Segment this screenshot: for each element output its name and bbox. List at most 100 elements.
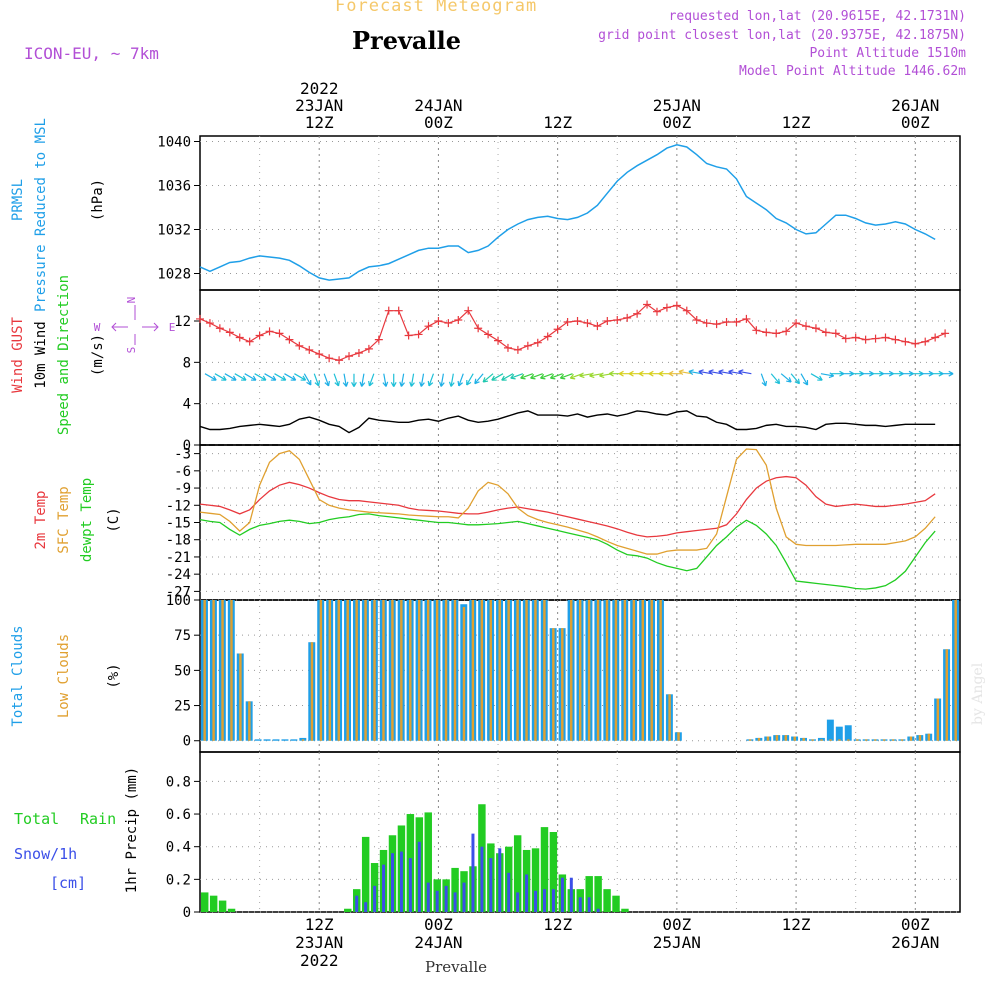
clouds-ytick-label: 0 xyxy=(183,734,191,750)
rain-bar xyxy=(344,908,352,912)
snow-bar xyxy=(516,892,520,912)
wind-arrow xyxy=(708,369,722,376)
gust-point xyxy=(851,333,860,342)
temperature-ytick-label: -15 xyxy=(166,516,191,532)
snow-bar xyxy=(390,853,394,912)
snow-bar xyxy=(551,889,555,912)
gust-point xyxy=(295,341,304,350)
cloud-low-bar xyxy=(775,735,779,741)
wind-arrow xyxy=(668,370,682,377)
top-time-label: 00Z xyxy=(424,113,453,132)
gust-point xyxy=(205,319,214,328)
gust-point xyxy=(811,324,820,333)
wind-arrow xyxy=(382,373,389,387)
cloud-low-bar xyxy=(802,737,805,741)
wind-arrow xyxy=(530,373,543,380)
rain-bar xyxy=(540,827,549,912)
cloud-low-bar xyxy=(605,600,609,741)
bottom-time-label: 00Z xyxy=(901,915,930,934)
bottom-time-label: 00Z xyxy=(662,915,691,934)
cloud-low-bar xyxy=(570,600,573,741)
cloud-low-bar xyxy=(310,642,314,741)
wind-arrow xyxy=(399,373,405,387)
top-time-label: 00Z xyxy=(901,113,930,132)
snow-bar xyxy=(569,877,573,912)
cloud-low-bar xyxy=(856,739,859,741)
gust-point xyxy=(305,345,314,354)
cloud-low-bar xyxy=(865,739,868,741)
wind-arrow xyxy=(427,373,435,387)
cloud-low-bar xyxy=(811,739,814,741)
top-time-label: 12Z xyxy=(782,113,811,132)
cloud-total-bar xyxy=(290,739,298,741)
precipitation-ytick-label: 0 xyxy=(183,905,191,921)
chart-title: Forecast Meteogram xyxy=(335,0,538,16)
gust-point xyxy=(941,329,950,338)
gust-point xyxy=(861,335,870,344)
wind-arrow xyxy=(466,373,474,386)
gust-point xyxy=(643,300,652,309)
gust-point xyxy=(881,333,890,342)
cloud-low-bar xyxy=(552,628,555,741)
cloud-low-bar xyxy=(373,600,376,741)
point-altitude: Point Altitude 1510m xyxy=(809,46,966,61)
snow-bar xyxy=(373,885,377,912)
wind-arrow xyxy=(359,373,366,387)
wind-arrow xyxy=(448,373,455,387)
wind-arrow xyxy=(351,373,357,387)
wind-arrow xyxy=(294,373,307,381)
wind-arrow xyxy=(457,373,464,387)
snow-bar xyxy=(498,848,502,912)
cloud-low-bar xyxy=(328,600,332,741)
snow-bar xyxy=(480,846,484,912)
wind-arrow xyxy=(303,373,312,386)
gust-point xyxy=(573,317,582,325)
gust-point xyxy=(821,328,830,337)
cloud-low-bar xyxy=(507,600,510,741)
gust-point xyxy=(802,322,811,331)
gust-point xyxy=(732,318,741,327)
wind-arrow xyxy=(323,373,330,387)
cloud-low-bar xyxy=(409,600,412,741)
clouds-axis-label: Total Clouds xyxy=(10,625,26,726)
wind-arrow xyxy=(800,373,809,386)
gust-point xyxy=(563,318,572,327)
cloud-low-bar xyxy=(614,600,618,741)
rain-bar xyxy=(612,895,620,912)
temperature-axis-label: dewpt Temp xyxy=(79,478,95,562)
wind-arrow xyxy=(549,373,563,380)
gust-point xyxy=(444,319,453,328)
cloud-low-bar xyxy=(355,600,358,741)
bottom-time-label: 25JAN xyxy=(653,933,701,952)
cloud-low-bar xyxy=(927,733,931,741)
top-time-label: 2022 xyxy=(300,79,339,98)
cloud-low-bar xyxy=(239,653,242,741)
gust-point xyxy=(503,343,512,352)
cloud-low-bar xyxy=(838,739,841,741)
wind-arrow xyxy=(780,373,792,383)
wind-arrow xyxy=(540,373,553,380)
cloud-low-bar xyxy=(578,600,582,741)
temperature-ytick-label: -21 xyxy=(166,550,191,566)
pressure-axis-label: (hPa) xyxy=(90,179,106,221)
wind-arrow xyxy=(409,373,415,387)
wind-axis-label: 10m Wind xyxy=(33,321,49,388)
gust-point xyxy=(921,337,930,346)
wind-arrow xyxy=(390,373,397,387)
gust-point xyxy=(354,349,363,358)
pressure-axis-label: Pressure Reduced to MSL xyxy=(33,118,49,312)
precip-axis-label: 1hr Precip (mm) xyxy=(124,767,140,893)
wind-arrow xyxy=(438,373,445,387)
top-time-label: 00Z xyxy=(662,113,691,132)
gust-point xyxy=(255,331,264,340)
wind-arrow xyxy=(474,373,484,385)
gust-point xyxy=(414,330,423,339)
bottom-time-label: 12Z xyxy=(543,915,572,934)
bottom-time-label: 12Z xyxy=(305,915,334,934)
gust-point xyxy=(772,329,781,338)
gust-point xyxy=(782,327,791,336)
compass-w: W xyxy=(94,321,101,334)
top-time-label: 25JAN xyxy=(653,96,701,115)
gust-point xyxy=(692,315,701,324)
